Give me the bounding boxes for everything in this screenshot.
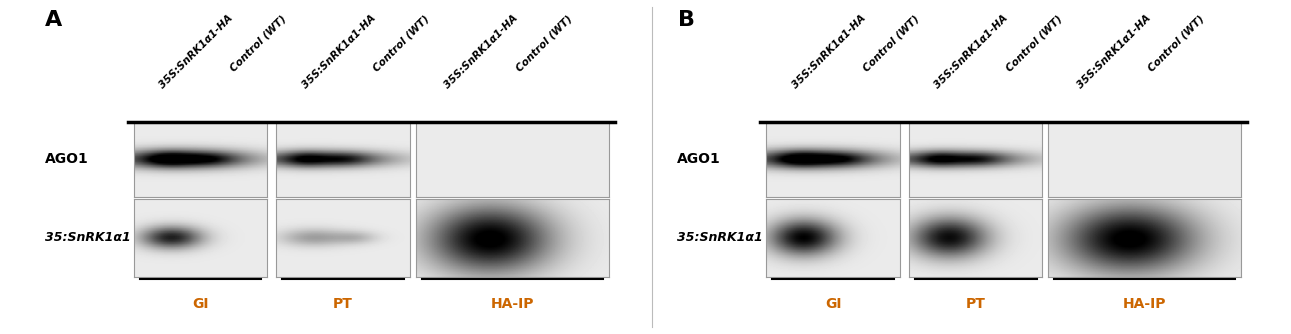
Text: Control (WT): Control (WT): [1146, 13, 1206, 73]
Text: 35S:SnRK1α1-HA: 35S:SnRK1α1-HA: [790, 13, 868, 91]
Text: 35S:SnRK1α1-HA: 35S:SnRK1α1-HA: [443, 13, 520, 91]
Text: 35:SnRK1α1: 35:SnRK1α1: [45, 231, 130, 244]
Text: 35S:SnRK1α1-HA: 35S:SnRK1α1-HA: [932, 13, 1010, 91]
Text: HA-IP: HA-IP: [491, 297, 534, 311]
Text: GI: GI: [192, 297, 209, 311]
Text: PT: PT: [966, 297, 985, 311]
Text: 35:SnRK1α1: 35:SnRK1α1: [678, 231, 763, 244]
Text: GI: GI: [825, 297, 842, 311]
Text: PT: PT: [333, 297, 352, 311]
Text: AGO1: AGO1: [678, 153, 720, 166]
Text: B: B: [678, 10, 695, 30]
Text: A: A: [45, 10, 62, 30]
Text: Control (WT): Control (WT): [861, 13, 922, 73]
Text: Control (WT): Control (WT): [514, 13, 573, 73]
Text: Control (WT): Control (WT): [1004, 13, 1064, 73]
Text: Control (WT): Control (WT): [372, 13, 431, 73]
Text: Control (WT): Control (WT): [229, 13, 289, 73]
Text: HA-IP: HA-IP: [1123, 297, 1167, 311]
Text: 35S:SnRK1α1-HA: 35S:SnRK1α1-HA: [300, 13, 377, 91]
Text: 35S:SnRK1α1-HA: 35S:SnRK1α1-HA: [1075, 13, 1153, 91]
Text: 35S:SnRK1α1-HA: 35S:SnRK1α1-HA: [158, 13, 235, 91]
Text: AGO1: AGO1: [45, 153, 88, 166]
